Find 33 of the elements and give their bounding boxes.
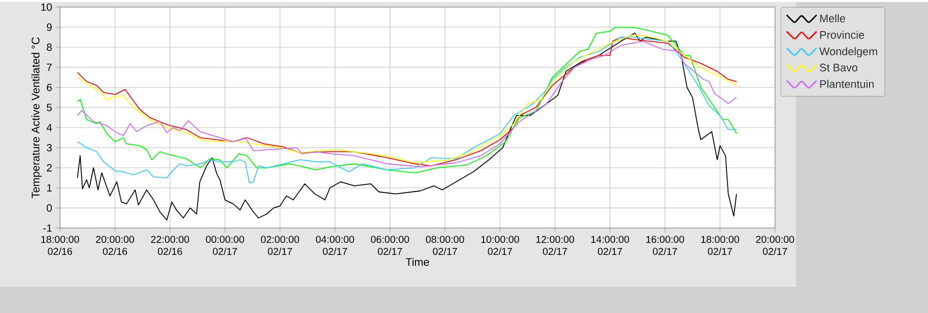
y-tick-label: 1 — [47, 184, 52, 192]
legend-label: Melle — [820, 14, 846, 22]
x-tick-label: 18:00:00 02/17 — [701, 236, 740, 255]
x-axis-title: Time — [406, 258, 430, 266]
x-tick-label: 02:00:00 02/17 — [260, 236, 300, 255]
y-tick-label: 5 — [46, 104, 52, 112]
y-tick-label: 4 — [46, 124, 52, 132]
y-tick-label: 2 — [46, 164, 52, 172]
x-tick-label: 14:00:00 02/17 — [591, 236, 630, 255]
y-tick-label: 8 — [46, 44, 52, 51]
x-tick-label: 06:00:00 02/17 — [370, 236, 410, 255]
x-tick-label: 04:00:00 02/17 — [316, 236, 354, 255]
y-axis-title: Temperature Active Ventilated °C — [31, 37, 42, 198]
x-tick-label: 20:00:00 02/17 — [756, 236, 794, 255]
x-tick-label: 12:00:00 02/17 — [536, 236, 574, 255]
legend-label: Plantentuin — [820, 80, 874, 88]
y-tick-label: 3 — [46, 144, 52, 152]
x-tick-label: 18:00:00 02/16 — [41, 236, 80, 255]
x-tick-label: 10:00:00 02/17 — [481, 236, 520, 255]
y-tick-label: 10 — [41, 3, 52, 11]
y-tick-label: -1 — [43, 224, 52, 232]
y-tick-label: 6 — [46, 84, 52, 92]
y-tick-label: 0 — [46, 204, 52, 212]
x-tick-label: 08:00:00 02/17 — [426, 236, 464, 255]
x-tick-label: 16:00:00 02/17 — [646, 236, 684, 255]
legend-label: Provincie — [820, 30, 864, 39]
y-tick-label: 7 — [46, 64, 52, 71]
legend-label: Wondelgem — [819, 47, 878, 58]
x-tick-label: 00:00:00 02/17 — [206, 236, 244, 255]
x-tick-label: 20:00:00 02/16 — [96, 236, 134, 255]
legend-label: St Bavo — [820, 64, 858, 72]
x-tick-label: 22:00:00 02/16 — [151, 236, 190, 255]
y-tick-label: 9 — [46, 23, 52, 31]
